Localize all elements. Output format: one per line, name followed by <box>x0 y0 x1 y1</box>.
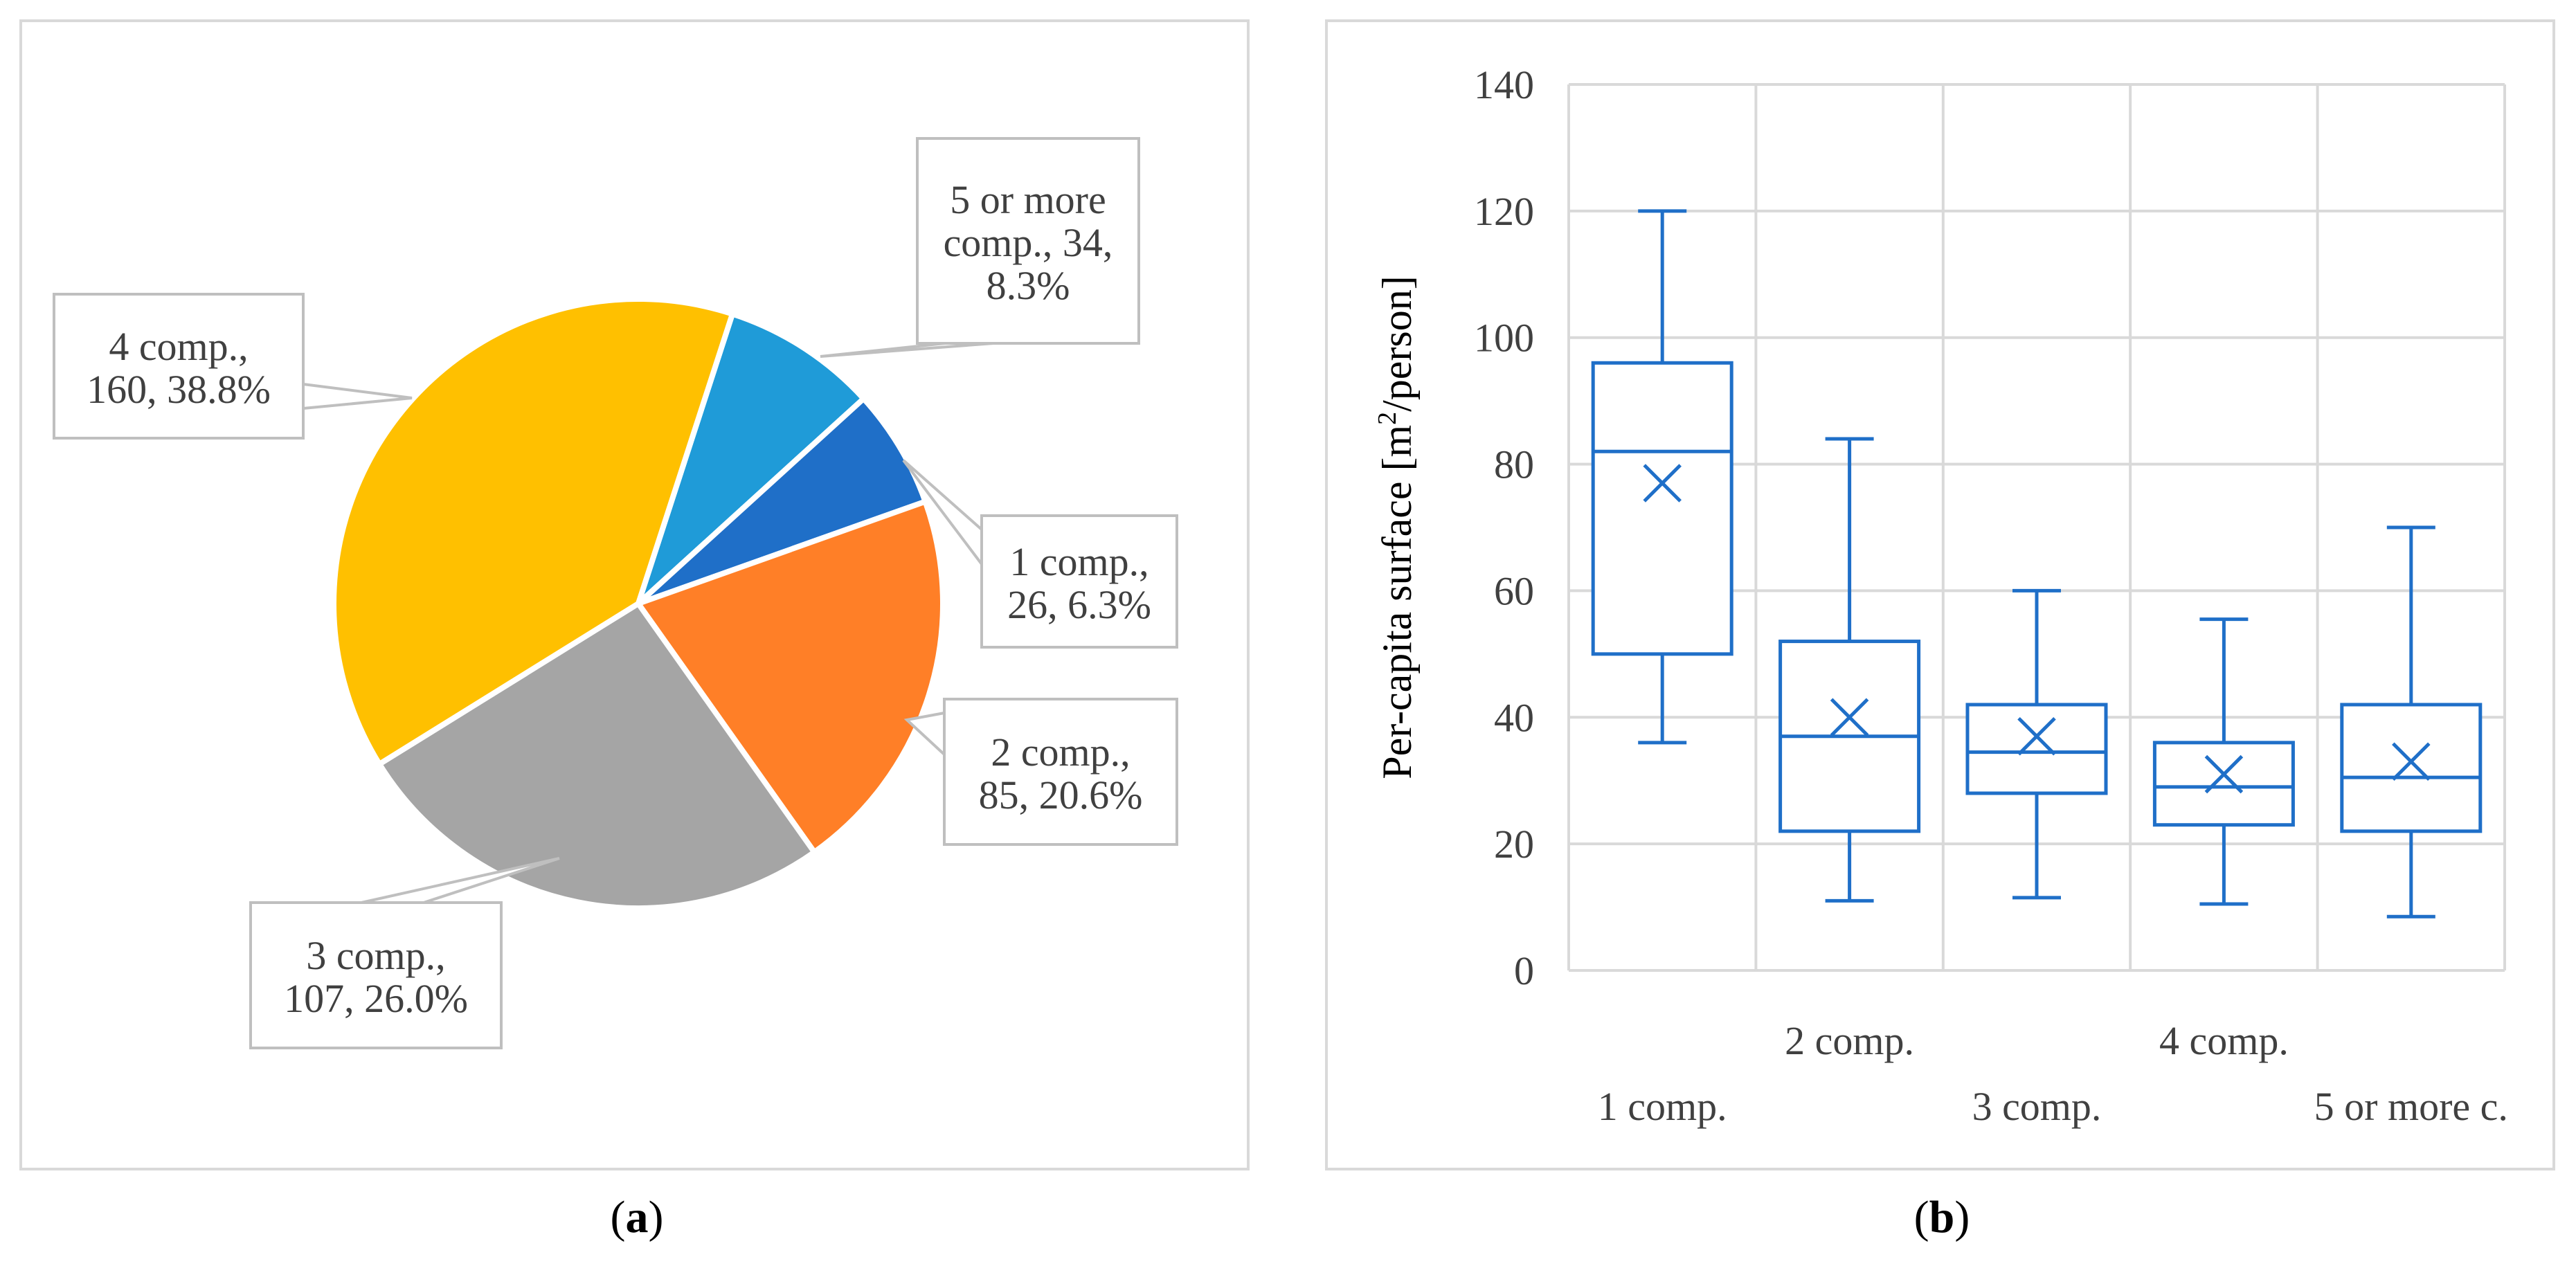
pie-chart: 1 comp.,26, 6.3% 2 comp.,85, 20.6% 3 comp.… <box>53 137 1178 1049</box>
panel-b-label: (b) <box>1914 1192 1970 1242</box>
mean-marker-category-4 <box>2204 754 2244 794</box>
box-category-5 <box>2340 703 2483 833</box>
x-tick-label: 1 comp. <box>1598 1084 1727 1129</box>
y-tick-label: 80 <box>1494 442 1534 487</box>
pie-slice-3-comp- <box>377 601 818 911</box>
callout-box-4-comp- <box>53 293 305 440</box>
callout-text-5-or-more-comp-: comp., 34, <box>944 220 1113 265</box>
pie-slice-5-or-more-comp- <box>636 311 867 606</box>
panel-a-letter: a <box>626 1192 649 1242</box>
y-tick-label: 40 <box>1494 695 1534 740</box>
panel-a-open: ( <box>611 1192 626 1242</box>
callout-box-1-comp- <box>980 514 1178 649</box>
y-tick-label: 60 <box>1494 568 1534 613</box>
panel-a-label: (a) <box>611 1192 664 1242</box>
x-tick-label: 5 or more c. <box>2314 1084 2508 1129</box>
x-tick-label: 3 comp. <box>1972 1084 2102 1129</box>
callout-leader-4-comp- <box>303 383 413 410</box>
panel-b-close: ) <box>1954 1192 1970 1242</box>
callout-text-5-or-more-comp-: 8.3% <box>987 263 1070 308</box>
panel-a-close: ) <box>649 1192 664 1242</box>
callout-text-4-comp-: 4 comp., <box>109 324 248 369</box>
y-axis-label-superscript: 2 <box>1373 412 1402 425</box>
x-tick-label: 4 comp. <box>2159 1018 2289 1063</box>
y-axis-label-text: /person] <box>1374 275 1420 412</box>
panel-b-letter: b <box>1929 1192 1955 1242</box>
mean-marker-category-1 <box>1643 464 1682 503</box>
callout-text-3-comp-: 3 comp., <box>306 933 445 978</box>
box-category-4 <box>2152 741 2295 827</box>
box-category-3 <box>1965 703 2108 795</box>
callout-leader-5-or-more-comp- <box>820 342 994 358</box>
panel-b-open: ( <box>1914 1192 1929 1242</box>
callout-leader-2-comp- <box>903 712 946 756</box>
callout-box-5-or-more-comp- <box>916 137 1140 345</box>
callout-text-2-comp-: 2 comp., <box>991 730 1130 775</box>
box-category-1 <box>1591 361 1733 656</box>
y-tick-label: 140 <box>1474 62 1534 107</box>
y-tick-label: 100 <box>1474 316 1534 361</box>
callout-text-1-comp-: 1 comp., <box>1009 539 1149 584</box>
pie-slice-4-comp- <box>331 296 735 767</box>
callout-leader-1-comp- <box>902 459 983 566</box>
mean-marker-category-2 <box>1830 698 1869 737</box>
y-axis-label: Per-capita surface [m2/person] <box>1373 275 1420 779</box>
callout-text-3-comp-: 107, 26.0% <box>284 976 468 1021</box>
callout-text-2-comp-: 85, 20.6% <box>979 772 1143 817</box>
y-tick-label: 0 <box>1514 948 1534 993</box>
callout-box-2-comp- <box>943 698 1178 846</box>
y-tick-label: 20 <box>1494 822 1534 867</box>
y-axis-label-text: Per-capita surface [m <box>1374 425 1420 779</box>
pie-slice-2-comp- <box>636 498 946 856</box>
callout-text-1-comp-: 26, 6.3% <box>1007 582 1151 627</box>
callout-text-4-comp-: 160, 38.8% <box>87 367 271 412</box>
callout-leader-3-comp- <box>361 857 560 904</box>
y-tick-label: 120 <box>1474 189 1534 234</box>
callout-box-3-comp- <box>249 901 503 1049</box>
mean-marker-category-5 <box>2392 742 2431 781</box>
callout-text-5-or-more-comp-: 5 or more <box>950 177 1106 222</box>
mean-marker-category-3 <box>2017 716 2056 756</box>
x-tick-label: 2 comp. <box>1785 1018 1914 1063</box>
pie-slice-1-comp- <box>636 395 928 606</box>
